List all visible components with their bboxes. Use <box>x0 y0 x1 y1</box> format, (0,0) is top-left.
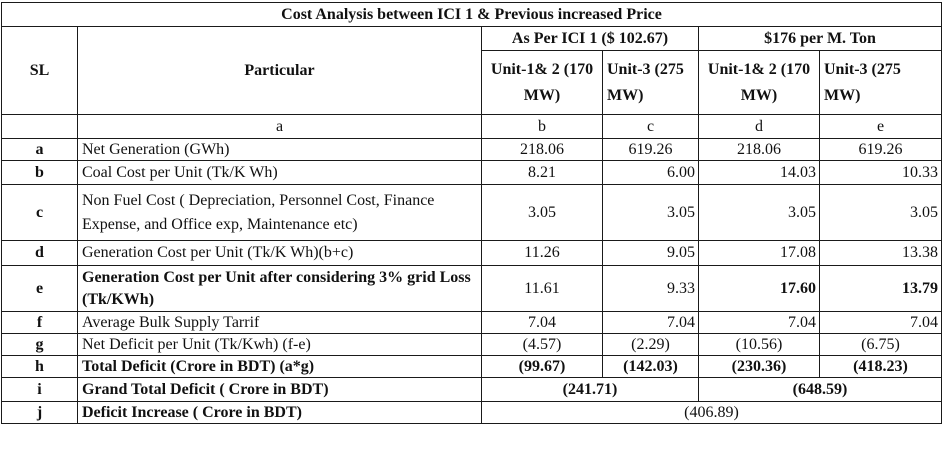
row-value-b: 218.06 <box>481 138 603 161</box>
row-value-b: 11.26 <box>481 240 603 266</box>
letter-cell-e: e <box>819 114 942 139</box>
row-sl: h <box>1 355 78 378</box>
sl-header: SL <box>1 26 78 115</box>
grand-total-176: (648.59) <box>698 377 942 402</box>
row-sl: a <box>1 138 78 161</box>
row-value-d: 14.03 <box>698 160 820 185</box>
letter-cell-b: b <box>481 114 603 139</box>
unit3-header-176: Unit-3 (275 MW) <box>819 50 942 115</box>
header-row-units: Unit-1& 2 (170 MW) Unit-3 (275 MW) Unit-… <box>2 50 942 115</box>
row-value-b: 8.21 <box>481 160 603 185</box>
row-particular: Coal Cost per Unit (Tk/K Wh) <box>77 160 482 185</box>
row-value-e: 13.79 <box>819 265 942 312</box>
row-sl: j <box>1 401 78 424</box>
row-value-c: (142.03) <box>602 355 699 378</box>
unit12-header-176: Unit-1& 2 (170 MW) <box>698 50 820 115</box>
row-value-c: (2.29) <box>602 333 699 356</box>
row-value-b: (4.57) <box>481 333 603 356</box>
row-value-b: (99.67) <box>481 355 603 378</box>
table-row: c Non Fuel Cost ( Depreciation, Personne… <box>1 184 942 241</box>
letter-cell-d: d <box>698 114 820 139</box>
row-value-c: 619.26 <box>602 138 699 161</box>
table-row: a Net Generation (GWh) 218.06 619.26 218… <box>1 138 942 161</box>
row-value-c: 9.05 <box>602 240 699 266</box>
row-sl: e <box>1 265 78 312</box>
row-value-e: 7.04 <box>819 311 942 334</box>
title-row: Cost Analysis between ICI 1 & Previous i… <box>1 2 942 27</box>
row-sl: f <box>1 311 78 334</box>
row-value-c: 6.00 <box>602 160 699 185</box>
header-row-groups: SL Particular As Per ICI 1 ($ 102.67) $1… <box>1 26 942 115</box>
row-value-e: 619.26 <box>819 138 942 161</box>
row-particular: Net Deficit per Unit (Tk/Kwh) (f-e) <box>77 333 482 356</box>
row-value-e: 13.38 <box>819 240 942 266</box>
row-value-b: 3.05 <box>481 184 603 241</box>
deficit-increase-row: j Deficit Increase ( Crore in BDT) (406.… <box>1 401 942 424</box>
grand-total-row: i Grand Total Deficit ( Crore in BDT) (2… <box>1 377 942 402</box>
row-value-e: 3.05 <box>819 184 942 241</box>
grand-total-ici1: (241.71) <box>481 377 699 402</box>
deficit-increase-label: Deficit Increase ( Crore in BDT) <box>77 401 482 424</box>
row-value-d: 3.05 <box>698 184 820 241</box>
row-particular: Total Deficit (Crore in BDT) (a*g) <box>77 355 482 378</box>
row-value-c: 9.33 <box>602 265 699 312</box>
deficit-increase-value: (406.89) <box>481 401 942 424</box>
table-row: b Coal Cost per Unit (Tk/K Wh) 8.21 6.00… <box>1 160 942 185</box>
grand-total-label: Grand Total Deficit ( Crore in BDT) <box>77 377 482 402</box>
row-value-d: 7.04 <box>698 311 820 334</box>
row-value-d: 17.08 <box>698 240 820 266</box>
row-value-b: 11.61 <box>481 265 603 312</box>
table-title: Cost Analysis between ICI 1 & Previous i… <box>1 2 942 27</box>
row-value-c: 7.04 <box>602 311 699 334</box>
row-sl: b <box>1 160 78 185</box>
row-value-d: 17.60 <box>698 265 820 312</box>
group-header-176: $176 per M. Ton <box>698 26 942 51</box>
cost-analysis-table: Cost Analysis between ICI 1 & Previous i… <box>1 2 942 424</box>
row-sl: i <box>1 377 78 402</box>
row-particular: Generation Cost per Unit after consideri… <box>77 265 482 312</box>
group-header-ici1: As Per ICI 1 ($ 102.67) <box>481 26 699 51</box>
row-value-e: (6.75) <box>819 333 942 356</box>
row-particular: Non Fuel Cost ( Depreciation, Personnel … <box>77 184 482 241</box>
row-sl: g <box>1 333 78 356</box>
row-sl: d <box>1 240 78 266</box>
row-value-c: 3.05 <box>602 184 699 241</box>
table-row: e Generation Cost per Unit after conside… <box>1 265 942 312</box>
row-value-e: (418.23) <box>819 355 942 378</box>
unit3-header-ici1: Unit-3 (275 MW) <box>602 50 699 115</box>
row-particular: Net Generation (GWh) <box>77 138 482 161</box>
table-row: h Total Deficit (Crore in BDT) (a*g) (99… <box>1 355 942 378</box>
unit12-header-ici1: Unit-1& 2 (170 MW) <box>481 50 603 115</box>
row-value-b: 7.04 <box>481 311 603 334</box>
letter-cell-a: a <box>77 114 482 139</box>
letter-row: a b c d e <box>1 114 942 139</box>
row-value-d: (230.36) <box>698 355 820 378</box>
row-value-e: 10.33 <box>819 160 942 185</box>
table-row: d Generation Cost per Unit (Tk/K Wh)(b+c… <box>1 240 942 266</box>
letter-cell-c: c <box>602 114 699 139</box>
row-sl: c <box>1 184 78 241</box>
letter-cell-empty <box>1 114 78 139</box>
table-row: g Net Deficit per Unit (Tk/Kwh) (f-e) (4… <box>1 333 942 356</box>
row-particular: Generation Cost per Unit (Tk/K Wh)(b+c) <box>77 240 482 266</box>
particular-header: Particular <box>77 26 482 115</box>
row-value-d: (10.56) <box>698 333 820 356</box>
row-particular: Average Bulk Supply Tarrif <box>77 311 482 334</box>
row-value-d: 218.06 <box>698 138 820 161</box>
table-row: f Average Bulk Supply Tarrif 7.04 7.04 7… <box>1 311 942 334</box>
